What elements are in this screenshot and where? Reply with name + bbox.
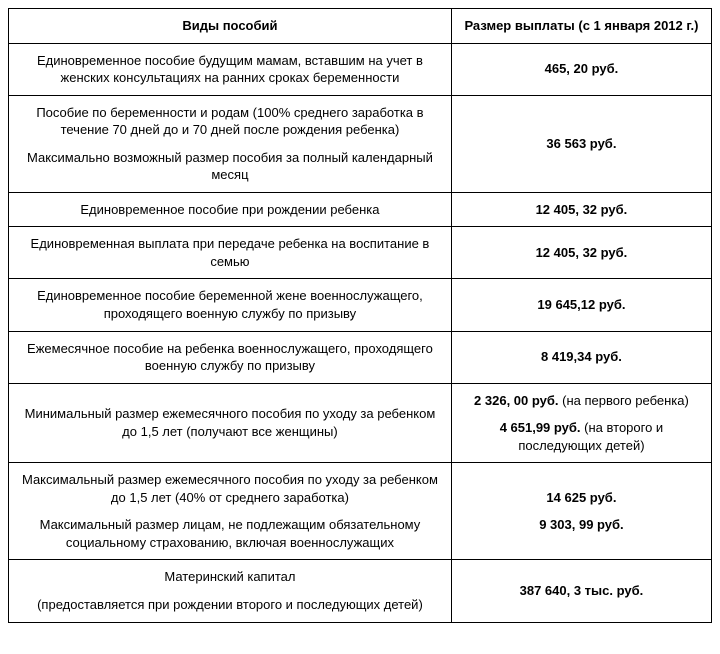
benefit-text: Единовременное пособие будущим мамам, вс… [19, 52, 441, 87]
benefit-text: Максимальный размер ежемесячного пособия… [19, 471, 441, 506]
benefits-table: Виды пособий Размер выплаты (с 1 января … [8, 8, 712, 623]
table-row: Единовременное пособие беременной жене в… [9, 279, 712, 331]
table-header-row: Виды пособий Размер выплаты (с 1 января … [9, 9, 712, 44]
amount-cell: 465, 20 руб. [451, 43, 711, 95]
amount-block: 465, 20 руб. [462, 60, 701, 78]
benefit-cell: Ежемесячное пособие на ребенка военнослу… [9, 331, 452, 383]
amount-block: 4 651,99 руб. (на второго и последующих … [462, 419, 701, 454]
header-amount: Размер выплаты (с 1 января 2012 г.) [451, 9, 711, 44]
amount-value: 4 651,99 руб. [500, 420, 581, 435]
table-row: Материнский капитал (предоставляется при … [9, 560, 712, 622]
amount-cell: 12 405, 32 руб. [451, 192, 711, 227]
amount-cell: 14 625 руб. 9 303, 99 руб. [451, 463, 711, 560]
benefit-cell: Минимальный размер ежемесячного пособия … [9, 383, 452, 463]
benefit-cell: Пособие по беременности и родам (100% ср… [9, 95, 452, 192]
amount-value: 36 563 руб. [546, 136, 616, 151]
amount-block: 19 645,12 руб. [462, 296, 701, 314]
benefit-text: Материнский капитал [19, 568, 441, 586]
amount-block: 2 326, 00 руб. (на первого ребенка) [462, 392, 701, 410]
benefit-text: Единовременная выплата при передаче ребе… [19, 235, 441, 270]
amount-block: 8 419,34 руб. [462, 348, 701, 366]
table-row: Единовременное пособие будущим мамам, вс… [9, 43, 712, 95]
amount-value: 12 405, 32 руб. [536, 245, 628, 260]
amount-cell: 12 405, 32 руб. [451, 227, 711, 279]
amount-cell: 2 326, 00 руб. (на первого ребенка) 4 651… [451, 383, 711, 463]
benefit-text: Ежемесячное пособие на ребенка военнослу… [19, 340, 441, 375]
amount-block: 387 640, 3 тыс. руб. [462, 582, 701, 600]
amount-value: 9 303, 99 руб. [539, 517, 623, 532]
amount-block: 36 563 руб. [462, 135, 701, 153]
amount-value: 465, 20 руб. [545, 61, 619, 76]
benefit-text: (предоставляется при рождении второго и … [19, 596, 441, 614]
table-row: Пособие по беременности и родам (100% ср… [9, 95, 712, 192]
benefit-cell: Единовременное пособие беременной жене в… [9, 279, 452, 331]
benefit-cell: Единовременная выплата при передаче ребе… [9, 227, 452, 279]
benefit-text: Максимальный размер лицам, не подлежащим… [19, 516, 441, 551]
amount-value: 387 640, 3 тыс. руб. [520, 583, 644, 598]
amount-value: 2 326, 00 руб. [474, 393, 558, 408]
amount-cell: 387 640, 3 тыс. руб. [451, 560, 711, 622]
benefit-cell: Максимальный размер ежемесячного пособия… [9, 463, 452, 560]
table-row: Единовременная выплата при передаче ребе… [9, 227, 712, 279]
amount-value: 12 405, 32 руб. [536, 202, 628, 217]
benefit-text: Минимальный размер ежемесячного пособия … [19, 405, 441, 440]
table-row: Максимальный размер ежемесячного пособия… [9, 463, 712, 560]
amount-value: 19 645,12 руб. [537, 297, 625, 312]
benefit-cell: Единовременное пособие при рождении ребе… [9, 192, 452, 227]
benefit-cell: Материнский капитал (предоставляется при … [9, 560, 452, 622]
amount-cell: 36 563 руб. [451, 95, 711, 192]
amount-block: 12 405, 32 руб. [462, 244, 701, 262]
benefit-text: Единовременное пособие беременной жене в… [19, 287, 441, 322]
amount-cell: 8 419,34 руб. [451, 331, 711, 383]
amount-value: 8 419,34 руб. [541, 349, 622, 364]
table-row: Минимальный размер ежемесячного пособия … [9, 383, 712, 463]
benefit-text: Пособие по беременности и родам (100% ср… [19, 104, 441, 139]
amount-block: 14 625 руб. [462, 489, 701, 507]
table-row: Единовременное пособие при рождении ребе… [9, 192, 712, 227]
benefit-text: Единовременное пособие при рождении ребе… [19, 201, 441, 219]
amount-note: (на первого ребенка) [559, 393, 689, 408]
header-benefit: Виды пособий [9, 9, 452, 44]
table-body: Единовременное пособие будущим мамам, вс… [9, 43, 712, 622]
amount-block: 9 303, 99 руб. [462, 516, 701, 534]
amount-cell: 19 645,12 руб. [451, 279, 711, 331]
table-row: Ежемесячное пособие на ребенка военнослу… [9, 331, 712, 383]
benefit-cell: Единовременное пособие будущим мамам, вс… [9, 43, 452, 95]
benefit-text: Максимально возможный размер пособия за … [19, 149, 441, 184]
amount-value: 14 625 руб. [546, 490, 616, 505]
amount-block: 12 405, 32 руб. [462, 201, 701, 219]
